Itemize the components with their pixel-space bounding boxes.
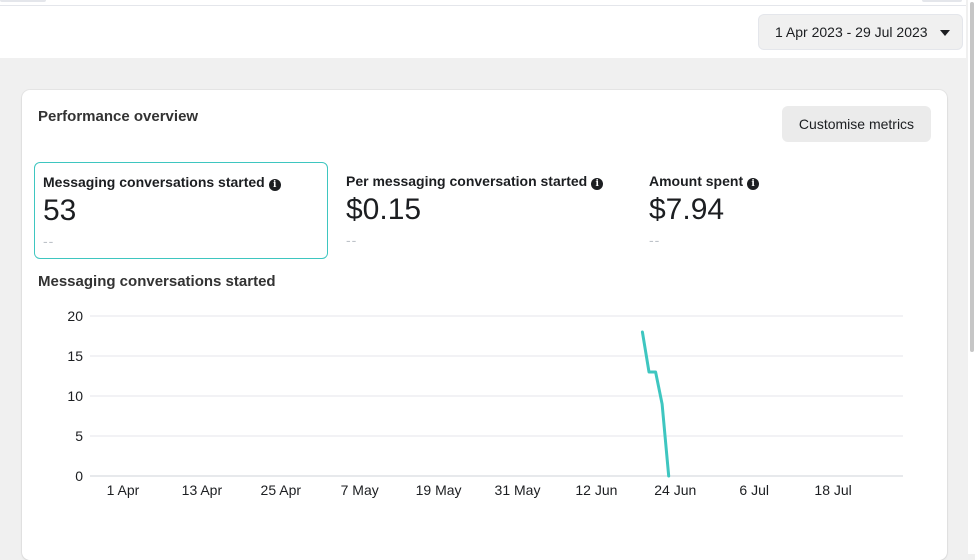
x-tick-label: 13 Apr — [182, 482, 223, 498]
x-tick-label: 25 Apr — [261, 482, 302, 498]
metric-label-wrap: Amount spent i — [649, 173, 760, 190]
top-tab-stub — [922, 0, 962, 2]
info-icon[interactable]: i — [591, 178, 604, 190]
metric-value: 53 — [43, 194, 77, 227]
x-tick-label: 24 Jun — [654, 482, 696, 498]
chart-title: Messaging conversations started — [38, 273, 276, 290]
x-tick-label: 12 Jun — [575, 482, 617, 498]
y-tick-label: 5 — [75, 428, 83, 444]
info-icon[interactable]: i — [747, 178, 760, 190]
metric-value: $0.15 — [346, 193, 422, 226]
card-title: Performance overview — [38, 108, 199, 125]
metric-comparison: -- — [43, 233, 55, 249]
metric-comparison: -- — [649, 232, 661, 248]
caret-down-icon — [940, 30, 950, 36]
line-chart: 0 5 10 15 20 1 Apr 13 Apr 25 Apr 7 May 19 May 31 M… — [67, 308, 903, 498]
metric-label: Messaging conversations started — [43, 174, 265, 190]
x-tick-label: 1 Apr — [107, 482, 140, 498]
metric-label: Amount spent — [649, 173, 744, 189]
metric-card-messaging-conversations[interactable]: Messaging conversations started i 53 -- — [34, 162, 328, 259]
y-tick-label: 15 — [67, 348, 83, 364]
date-range-picker[interactable]: 1 Apr 2023 - 29 Jul 2023 — [758, 14, 963, 50]
date-range-label: 1 Apr 2023 - 29 Jul 2023 — [775, 24, 928, 40]
x-tick-label: 6 Jul — [739, 482, 769, 498]
x-tick-label: 31 May — [495, 482, 541, 498]
y-tick-label: 0 — [75, 468, 83, 484]
y-tick-label: 20 — [67, 308, 83, 324]
scrollbar-thumb[interactable] — [970, 2, 974, 352]
metric-card-amount-spent[interactable]: Amount spent i $7.94 -- — [641, 162, 935, 259]
y-tick-label: 10 — [67, 388, 83, 404]
series-line — [640, 330, 671, 478]
metric-comparison: -- — [346, 232, 358, 248]
metric-label-wrap: Per messaging conversation started i — [346, 173, 604, 190]
info-icon[interactable]: i — [268, 179, 281, 191]
x-tick-label: 19 May — [416, 482, 462, 498]
x-tick-label: 7 May — [341, 482, 379, 498]
top-bar: 1 Apr 2023 - 29 Jul 2023 — [0, 0, 966, 58]
top-divider — [0, 5, 966, 6]
metric-label-wrap: Messaging conversations started i — [43, 174, 281, 191]
top-tab-stub — [0, 0, 46, 2]
customise-metrics-button[interactable]: Customise metrics — [782, 106, 931, 142]
metric-card-cost-per-conversation[interactable]: Per messaging conversation started i $0.1… — [338, 162, 632, 259]
x-tick-label: 18 Jul — [814, 482, 851, 498]
metric-label: Per messaging conversation started — [346, 173, 588, 189]
metric-value: $7.94 — [649, 193, 725, 226]
scrollbar[interactable] — [968, 0, 975, 554]
performance-overview-card: Performance overview Customise metrics M… — [22, 90, 947, 560]
